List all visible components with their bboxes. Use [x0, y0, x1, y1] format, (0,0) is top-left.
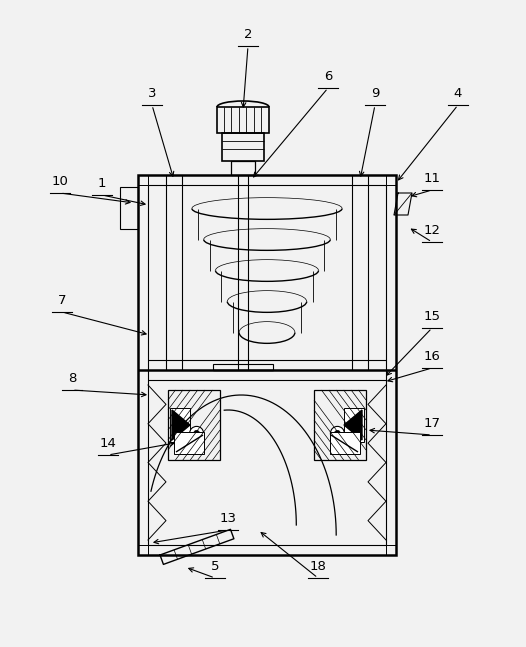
- Ellipse shape: [335, 430, 340, 436]
- Text: 17: 17: [423, 417, 440, 430]
- Polygon shape: [331, 435, 358, 452]
- Bar: [168, 390, 220, 460]
- Text: 6: 6: [324, 70, 332, 83]
- Text: 9: 9: [371, 87, 379, 100]
- Text: 12: 12: [423, 224, 440, 237]
- Text: 14: 14: [99, 437, 116, 450]
- Ellipse shape: [189, 426, 204, 441]
- Text: 10: 10: [52, 175, 68, 188]
- Bar: [386, 545, 396, 555]
- Text: 5: 5: [211, 560, 219, 573]
- Text: 1: 1: [98, 177, 106, 190]
- Ellipse shape: [194, 430, 199, 436]
- Text: 3: 3: [148, 87, 156, 100]
- Bar: [222, 133, 264, 161]
- Bar: [138, 175, 148, 185]
- Text: 13: 13: [219, 512, 237, 525]
- Polygon shape: [172, 410, 190, 440]
- Text: 7: 7: [58, 294, 66, 307]
- Ellipse shape: [330, 426, 345, 441]
- Bar: [138, 175, 396, 555]
- Text: 2: 2: [244, 28, 252, 41]
- Bar: [217, 107, 269, 133]
- Bar: [386, 175, 396, 185]
- Text: 18: 18: [310, 560, 327, 573]
- Polygon shape: [176, 435, 203, 452]
- Text: 11: 11: [423, 172, 440, 185]
- Bar: [170, 408, 190, 442]
- Text: 8: 8: [68, 372, 76, 385]
- Text: 4: 4: [454, 87, 462, 100]
- Polygon shape: [172, 410, 190, 440]
- Bar: [213, 364, 273, 370]
- Polygon shape: [344, 410, 362, 440]
- Bar: [314, 390, 366, 460]
- Bar: [138, 545, 148, 555]
- Bar: [231, 161, 255, 175]
- Bar: [344, 408, 364, 442]
- Text: 15: 15: [423, 310, 440, 323]
- Text: 16: 16: [423, 350, 440, 363]
- Bar: [174, 432, 204, 454]
- Bar: [120, 187, 138, 229]
- Bar: [330, 432, 360, 454]
